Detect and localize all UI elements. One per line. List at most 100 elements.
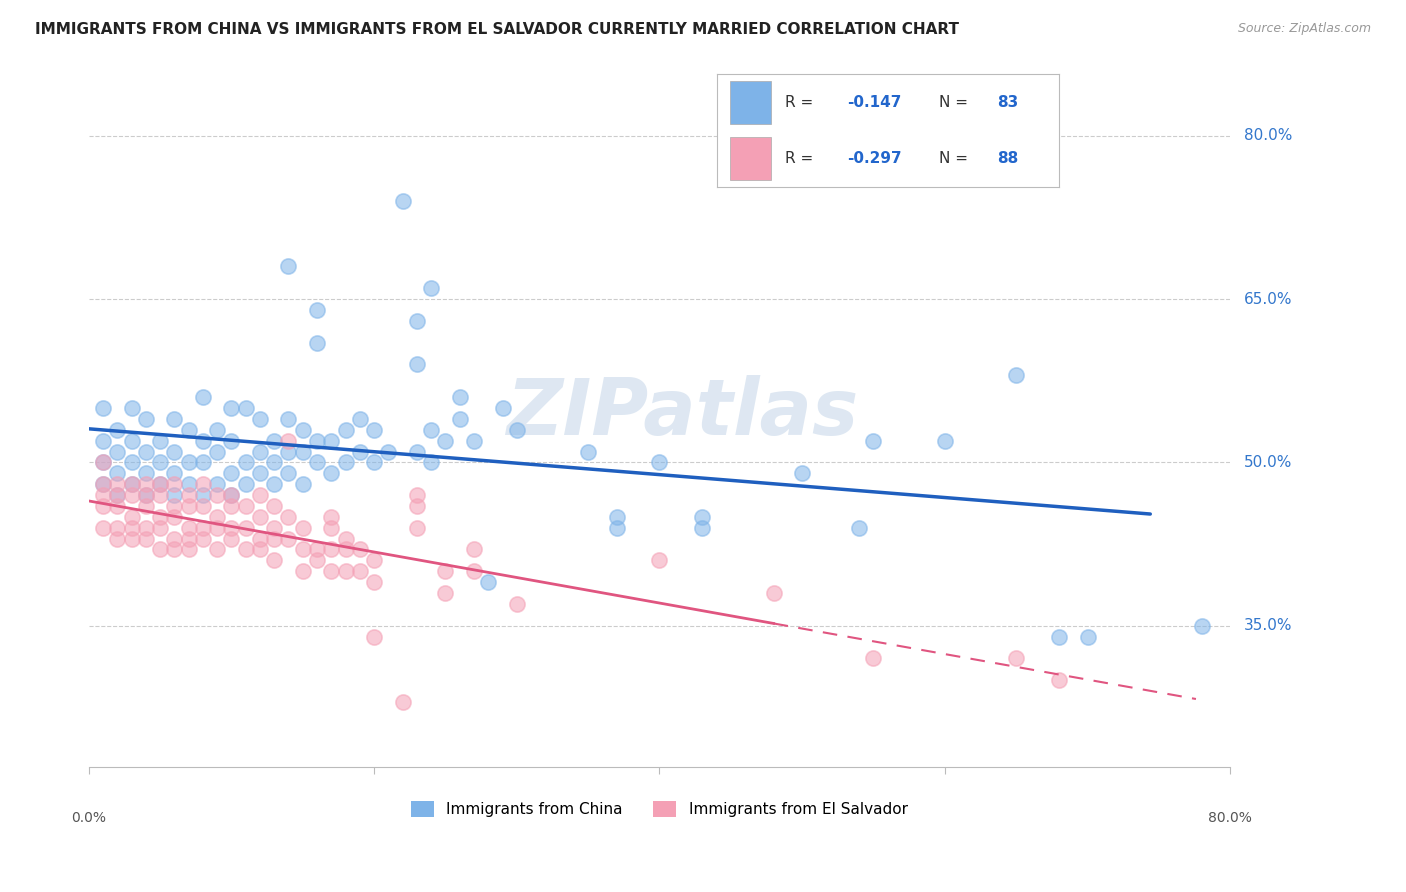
Point [149,521,172,535]
Text: IMMIGRANTS FROM CHINA VS IMMIGRANTS FROM EL SALVADOR CURRENTLY MARRIED CORRELATI: IMMIGRANTS FROM CHINA VS IMMIGRANTS FROM… [35,22,959,37]
Point [477,575,499,590]
Point [177,499,200,513]
Point [135,444,157,458]
Point [221,499,243,513]
Point [377,444,399,458]
Point [363,455,385,469]
Point [121,401,143,415]
Point [249,444,271,458]
Point [149,477,172,491]
Point [205,488,228,502]
Point [690,509,713,524]
Point [449,412,471,426]
Text: 80.0%: 80.0% [1208,811,1253,825]
Point [463,434,485,448]
Point [576,444,599,458]
Point [249,488,271,502]
Point [105,444,128,458]
Point [934,434,956,448]
Point [163,509,186,524]
Point [291,542,314,557]
Point [249,542,271,557]
Point [434,564,457,578]
Point [221,401,243,415]
Point [135,532,157,546]
Point [1076,630,1098,644]
Point [205,542,228,557]
Point [406,358,429,372]
Point [335,455,357,469]
Point [149,455,172,469]
Point [406,314,429,328]
Point [163,444,186,458]
Point [105,477,128,491]
Point [91,455,114,469]
Point [235,521,257,535]
Point [263,434,285,448]
Point [391,194,413,208]
Point [121,488,143,502]
Point [349,564,371,578]
Point [105,423,128,437]
Point [149,542,172,557]
Point [135,412,157,426]
Point [263,477,285,491]
Point [121,521,143,535]
Point [321,509,343,524]
Point [506,597,529,611]
Point [862,434,884,448]
Point [177,455,200,469]
Point [277,532,299,546]
Point [349,542,371,557]
Point [305,434,328,448]
Point [321,542,343,557]
Point [205,509,228,524]
Text: Source: ZipAtlas.com: Source: ZipAtlas.com [1237,22,1371,36]
Point [235,477,257,491]
Point [263,455,285,469]
Point [221,488,243,502]
Text: 65.0%: 65.0% [1244,292,1292,307]
Text: 50.0%: 50.0% [1244,455,1292,470]
Point [221,521,243,535]
Point [305,335,328,350]
Point [205,521,228,535]
Point [363,575,385,590]
Point [648,553,671,567]
Point [205,477,228,491]
Point [291,423,314,437]
Point [762,586,785,600]
Point [1047,673,1070,687]
Point [149,488,172,502]
Point [406,499,429,513]
Point [91,455,114,469]
Point [163,488,186,502]
Point [434,586,457,600]
Point [135,488,157,502]
Point [321,521,343,535]
Point [221,434,243,448]
Point [363,630,385,644]
Text: ZIPatlas: ZIPatlas [506,376,859,451]
Point [163,412,186,426]
Point [221,532,243,546]
Point [1005,368,1028,383]
Legend: Immigrants from China, Immigrants from El Salvador: Immigrants from China, Immigrants from E… [405,795,914,823]
Point [235,401,257,415]
Point [235,542,257,557]
Point [277,467,299,481]
Point [177,488,200,502]
Point [135,521,157,535]
Point [406,444,429,458]
Point [191,499,214,513]
Point [121,455,143,469]
Point [121,509,143,524]
Point [291,564,314,578]
Point [249,532,271,546]
Point [91,401,114,415]
Point [235,499,257,513]
Point [263,532,285,546]
Point [121,477,143,491]
Point [249,467,271,481]
Point [420,281,443,295]
